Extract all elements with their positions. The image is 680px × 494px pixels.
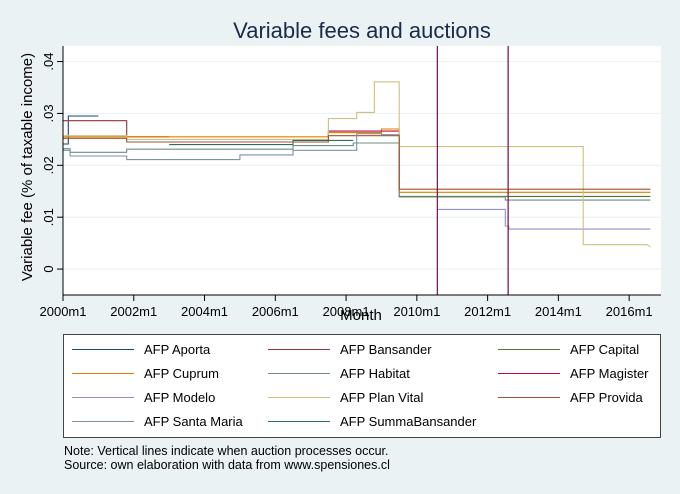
legend-item: AFP Aporta [72,341,210,357]
legend-swatch [268,348,330,350]
chart-title: Variable fees and auctions [233,18,491,43]
legend-swatch [268,372,330,374]
legend-swatch [268,420,330,422]
legend-label: AFP Aporta [144,341,211,357]
legend-item: AFP Bansander [268,341,432,357]
grid [63,60,661,270]
axes: 0 .01 .02 .03 .04 2000m1 2002m1 2004m1 2006m1 200… [40,46,661,319]
legend-item: AFP Plan Vital [268,389,423,405]
legend-label: AFP Capital [570,341,640,357]
legend-item: AFP Provida [498,389,643,405]
legend-label: AFP Santa Maria [144,413,243,429]
y-tick-label: .02 [41,156,56,174]
series-line [63,133,400,161]
y-tick-label: .04 [41,53,56,71]
x-tick-label: 2002m1 [110,304,157,319]
legend-label: AFP Modelo [144,389,216,405]
series-line [63,135,651,190]
legend-item: AFP SummaBansander [268,413,476,429]
auction-lines [436,46,509,295]
legend-label: AFP SummaBansander [340,413,477,429]
legend-label: AFP Habitat [340,365,410,381]
legend-swatch [498,396,560,398]
series-group [63,81,651,248]
x-axis-label: Month [340,307,382,324]
legend-swatch [268,396,330,398]
plot-area [63,46,661,295]
x-tick-label: 2004m1 [181,304,228,319]
legend-swatch [72,372,134,374]
x-tick-label: 2000m1 [40,304,87,319]
legend-swatch [72,348,134,350]
chart-svg: 0 .01 .02 .03 .04 2000m1 2002m1 2004m1 2006m1 200… [19,18,661,324]
series-line [63,115,99,145]
x-tick-label: 2012m1 [464,304,511,319]
legend-swatch [498,372,560,374]
legend-item: AFP Santa Maria [72,413,243,429]
y-tick-label: .03 [41,104,56,122]
legend-label: AFP Magister [570,365,649,381]
note-text: Note: Vertical lines indicate when aucti… [64,444,389,458]
legend-swatch [72,420,134,422]
legend-swatch [72,396,134,398]
x-tick-label: 2010m1 [393,304,440,319]
legend-label: AFP Bansander [340,341,432,357]
legend-label: AFP Provida [570,389,643,405]
series-line [63,142,651,201]
series-line [169,139,354,146]
legend-item: AFP Habitat [268,365,410,381]
y-tick-label: .01 [41,208,56,226]
y-tick-label: 0 [41,265,56,272]
legend-label: AFP Plan Vital [340,389,424,405]
legend-label: AFP Cuprum [144,365,219,381]
legend-item: AFP Magister [498,365,649,381]
x-tick-label: 2016m1 [606,304,653,319]
x-tick-label: 2014m1 [535,304,582,319]
legend-swatch [498,348,560,350]
legend: AFP Aporta AFP Bansander AFP Capital AFP Cu… [63,334,661,438]
source-text: Source: own elaboration with data from w… [64,458,390,472]
x-tick-label: 2008m1 [323,304,370,319]
y-axis-label: Variable fee (% of taxable income) [19,53,36,281]
series-line [438,208,651,230]
legend-item: AFP Capital [498,341,639,357]
x-tick-label: 2006m1 [252,304,299,319]
series-line [63,81,651,248]
legend-item: AFP Cuprum [72,365,219,381]
legend-item: AFP Modelo [72,389,215,405]
